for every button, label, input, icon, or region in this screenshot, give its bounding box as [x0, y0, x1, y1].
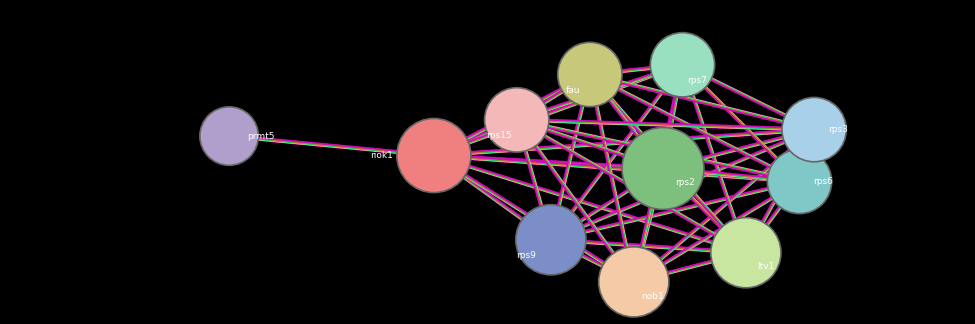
Text: rps15: rps15 — [487, 131, 512, 140]
Text: rps6: rps6 — [813, 177, 833, 186]
Text: ltv1: ltv1 — [758, 262, 775, 271]
Text: riok1: riok1 — [370, 151, 393, 160]
Text: prmt5: prmt5 — [247, 132, 274, 141]
Text: rps7: rps7 — [687, 76, 707, 85]
Ellipse shape — [397, 119, 471, 192]
Ellipse shape — [485, 88, 549, 152]
Ellipse shape — [711, 218, 781, 288]
Ellipse shape — [782, 98, 846, 162]
Ellipse shape — [516, 205, 586, 275]
Text: fau: fau — [566, 86, 580, 95]
Ellipse shape — [622, 128, 704, 209]
Ellipse shape — [599, 247, 669, 317]
Text: nob1: nob1 — [642, 292, 664, 301]
Ellipse shape — [650, 33, 715, 97]
Ellipse shape — [200, 107, 258, 165]
Ellipse shape — [558, 42, 622, 107]
Text: rps3: rps3 — [828, 125, 847, 134]
Text: rps9: rps9 — [517, 251, 536, 260]
Text: rps2: rps2 — [675, 178, 694, 187]
Ellipse shape — [767, 149, 832, 214]
